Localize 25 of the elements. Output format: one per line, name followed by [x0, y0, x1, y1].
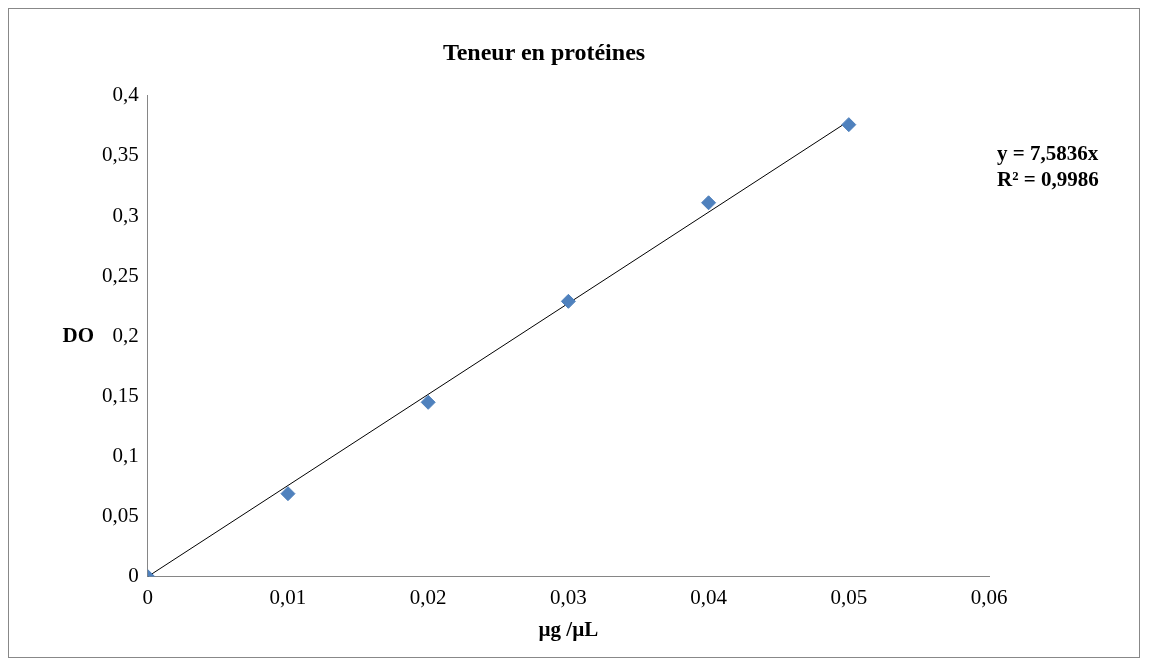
point: [560, 293, 576, 309]
x-tick-label: 0,01: [269, 584, 307, 609]
y-tick-label: 0,25: [102, 262, 139, 287]
x-tick-label: 0,02: [409, 584, 447, 609]
y-tick-label: 0,05: [102, 503, 139, 528]
point: [420, 394, 436, 410]
y-tick-label: 0,4: [112, 82, 140, 107]
y-tick-label: 0,1: [112, 442, 139, 467]
y-tick-label: 0: [128, 563, 139, 588]
point: [701, 195, 717, 211]
x-axis-title: µg /µL: [538, 616, 599, 641]
x-tick-label: 0,03: [550, 584, 587, 609]
y-tick-label: 0,35: [102, 142, 139, 167]
point: [841, 117, 857, 133]
y-tick-label: 0,2: [112, 322, 139, 347]
point: [280, 486, 296, 502]
text: R² = 0,9986: [997, 167, 1099, 192]
x-tick-label: 0,04: [690, 584, 728, 609]
y-axis-title: DO: [62, 322, 94, 347]
chart-title: Teneur en protéines: [442, 38, 646, 65]
x-tick-label: 0,06: [970, 584, 1008, 609]
text: y = 7,5836x: [997, 141, 1099, 166]
y-tick-label: 0,3: [112, 202, 139, 227]
x-tick-label: 0,05: [830, 584, 868, 609]
y-tick-label: 0,15: [102, 382, 139, 407]
